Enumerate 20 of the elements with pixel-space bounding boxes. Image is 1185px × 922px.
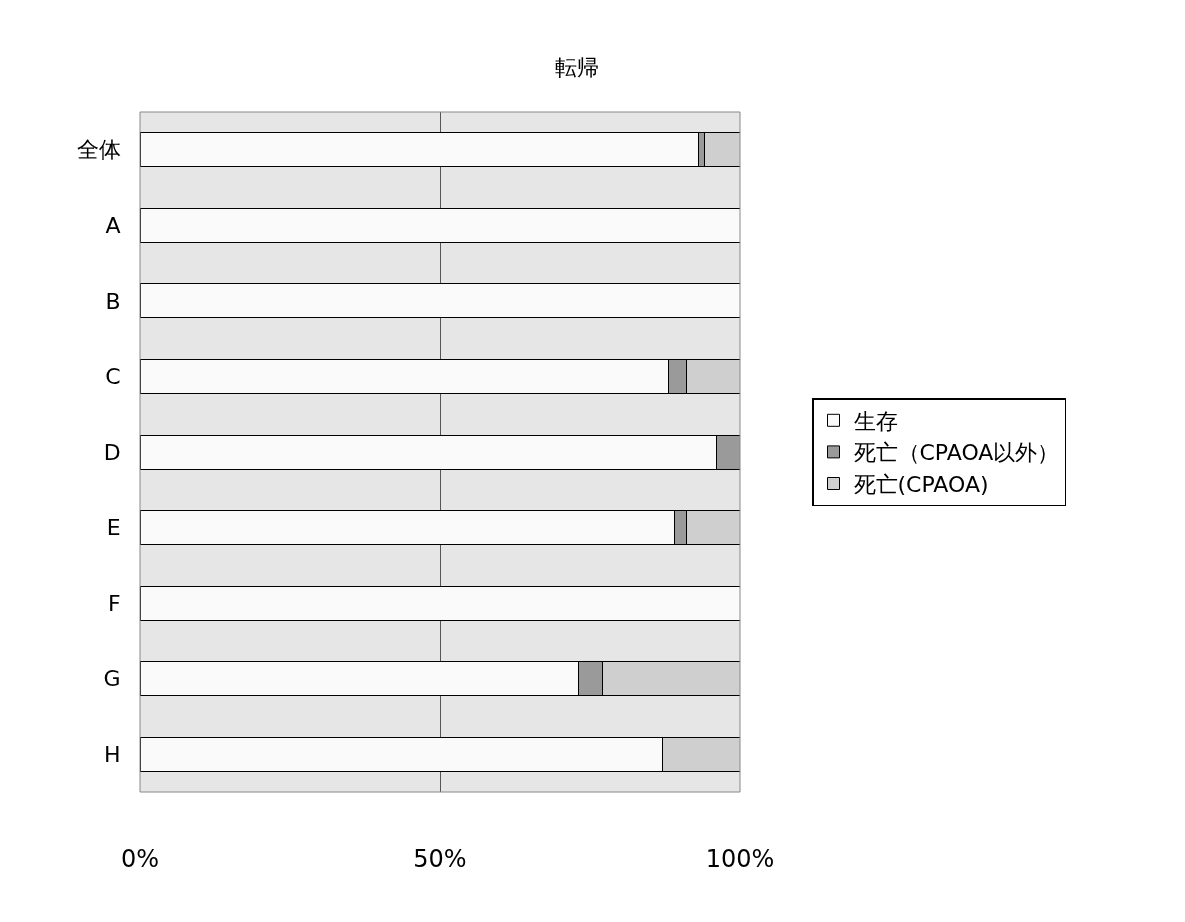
y-tick-label: G — [103, 666, 121, 692]
y-tick-label: H — [104, 741, 121, 767]
y-tick-label: C — [105, 364, 121, 390]
y-tick-label: F — [107, 590, 121, 616]
legend-label: 死亡(CPAOA) — [853, 472, 989, 498]
x-tick-label: 100% — [705, 845, 775, 873]
legend-label: 死亡（CPAOA以外） — [853, 440, 1060, 466]
y-tick-label: B — [105, 288, 121, 314]
legend-label: 生存 — [853, 408, 898, 434]
bar — [140, 283, 740, 319]
bar — [140, 207, 740, 243]
x-tick-label: 50% — [413, 845, 467, 873]
y-tick-label: A — [105, 213, 121, 239]
chart-title: 転帰 — [555, 55, 600, 81]
x-tick-label: 0% — [120, 845, 160, 873]
y-tick-label: D — [103, 439, 121, 465]
bar — [140, 585, 740, 621]
y-tick-label: E — [106, 515, 121, 541]
y-tick-label: 全体 — [76, 137, 121, 163]
bar — [140, 132, 699, 168]
